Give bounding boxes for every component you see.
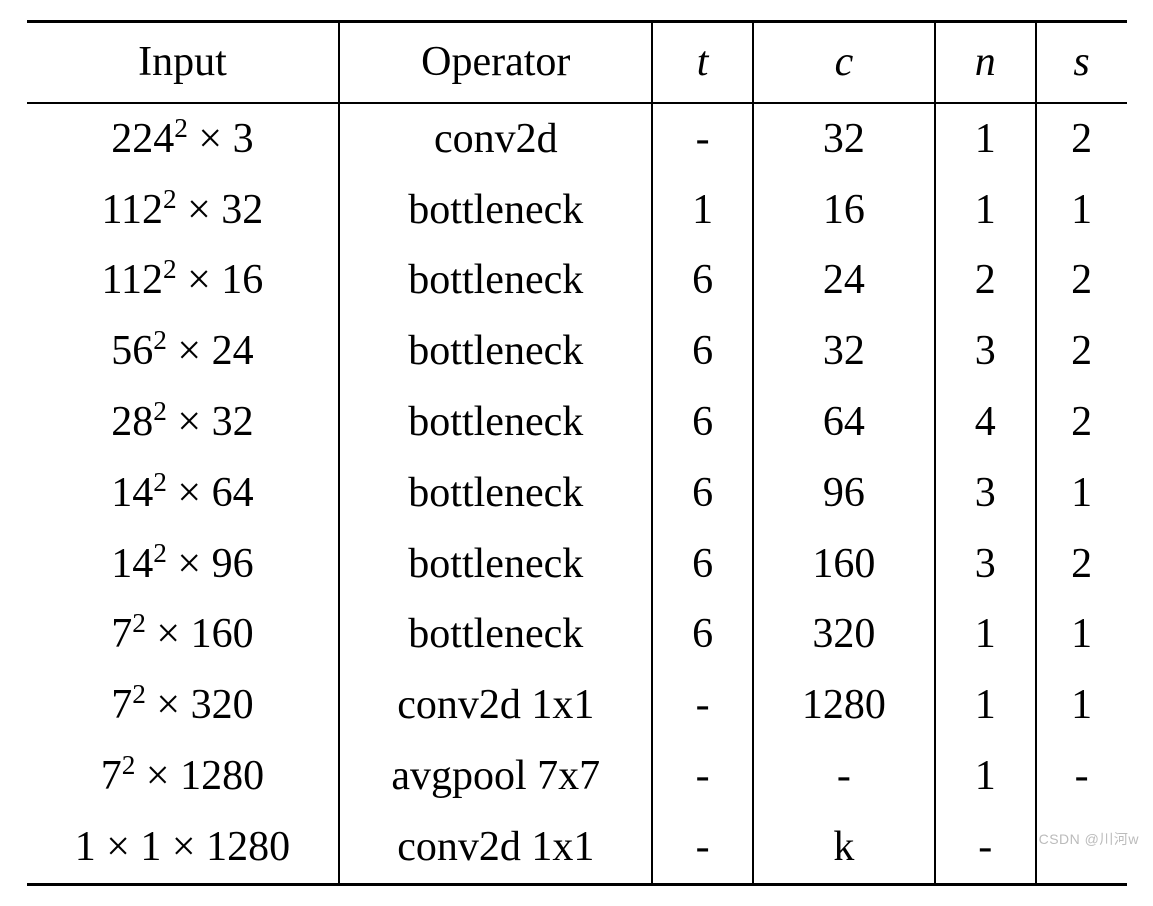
cell-t: 6 bbox=[652, 387, 753, 458]
cell-t: - bbox=[652, 741, 753, 812]
cell-n: 1 bbox=[935, 175, 1036, 246]
table-row: 1122 × 32bottleneck11611 bbox=[27, 175, 1127, 246]
cell-s: 1 bbox=[1036, 458, 1127, 529]
cell-c: 96 bbox=[753, 458, 935, 529]
table-row: 1 × 1 × 1280conv2d 1x1-k- bbox=[27, 812, 1127, 884]
cell-c: 16 bbox=[753, 175, 935, 246]
table-row: 2242 × 3conv2d-3212 bbox=[27, 103, 1127, 175]
cell-t: 6 bbox=[652, 245, 753, 316]
cell-s: 1 bbox=[1036, 670, 1127, 741]
table-body: 2242 × 3conv2d-32121122 × 32bottleneck11… bbox=[27, 103, 1127, 884]
architecture-table-container: Input Operator t c n s 2242 × 3conv2d-32… bbox=[27, 20, 1127, 886]
col-header-c: c bbox=[753, 22, 935, 103]
cell-c: k bbox=[753, 812, 935, 884]
cell-t: 6 bbox=[652, 529, 753, 600]
cell-operator: bottleneck bbox=[339, 175, 652, 246]
cell-c: 160 bbox=[753, 529, 935, 600]
cell-n: - bbox=[935, 812, 1036, 884]
col-header-s: s bbox=[1036, 22, 1127, 103]
cell-t: 6 bbox=[652, 599, 753, 670]
cell-c: 32 bbox=[753, 316, 935, 387]
cell-operator: conv2d bbox=[339, 103, 652, 175]
table-row: 142 × 96bottleneck616032 bbox=[27, 529, 1127, 600]
cell-s: 1 bbox=[1036, 599, 1127, 670]
col-header-input: Input bbox=[27, 22, 340, 103]
table-header-row: Input Operator t c n s bbox=[27, 22, 1127, 103]
cell-input: 142 × 64 bbox=[27, 458, 340, 529]
cell-s: - bbox=[1036, 741, 1127, 812]
cell-operator: bottleneck bbox=[339, 529, 652, 600]
cell-input: 1122 × 16 bbox=[27, 245, 340, 316]
cell-s: 2 bbox=[1036, 529, 1127, 600]
table-row: 1122 × 16bottleneck62422 bbox=[27, 245, 1127, 316]
cell-n: 2 bbox=[935, 245, 1036, 316]
col-header-n: n bbox=[935, 22, 1036, 103]
cell-operator: conv2d 1x1 bbox=[339, 670, 652, 741]
cell-input: 2242 × 3 bbox=[27, 103, 340, 175]
cell-input: 562 × 24 bbox=[27, 316, 340, 387]
cell-operator: bottleneck bbox=[339, 245, 652, 316]
cell-input: 72 × 160 bbox=[27, 599, 340, 670]
cell-n: 1 bbox=[935, 670, 1036, 741]
table-row: 72 × 1280avgpool 7x7--1- bbox=[27, 741, 1127, 812]
cell-n: 3 bbox=[935, 529, 1036, 600]
cell-input: 1 × 1 × 1280 bbox=[27, 812, 340, 884]
cell-n: 4 bbox=[935, 387, 1036, 458]
cell-n: 1 bbox=[935, 103, 1036, 175]
table-row: 72 × 320conv2d 1x1-128011 bbox=[27, 670, 1127, 741]
cell-input: 1122 × 32 bbox=[27, 175, 340, 246]
cell-operator: bottleneck bbox=[339, 387, 652, 458]
watermark: CSDN @川河w bbox=[1039, 829, 1139, 849]
cell-t: 6 bbox=[652, 458, 753, 529]
cell-operator: bottleneck bbox=[339, 458, 652, 529]
architecture-table: Input Operator t c n s 2242 × 3conv2d-32… bbox=[27, 20, 1127, 886]
table-row: 562 × 24bottleneck63232 bbox=[27, 316, 1127, 387]
cell-s: 2 bbox=[1036, 316, 1127, 387]
cell-t: - bbox=[652, 670, 753, 741]
cell-operator: conv2d 1x1 bbox=[339, 812, 652, 884]
cell-c: 64 bbox=[753, 387, 935, 458]
cell-input: 142 × 96 bbox=[27, 529, 340, 600]
cell-operator: bottleneck bbox=[339, 599, 652, 670]
cell-c: - bbox=[753, 741, 935, 812]
cell-n: 1 bbox=[935, 599, 1036, 670]
cell-t: 6 bbox=[652, 316, 753, 387]
cell-c: 1280 bbox=[753, 670, 935, 741]
cell-input: 282 × 32 bbox=[27, 387, 340, 458]
cell-operator: avgpool 7x7 bbox=[339, 741, 652, 812]
cell-s: 2 bbox=[1036, 245, 1127, 316]
cell-input: 72 × 1280 bbox=[27, 741, 340, 812]
cell-n: 3 bbox=[935, 316, 1036, 387]
cell-s: 1 bbox=[1036, 175, 1127, 246]
cell-c: 24 bbox=[753, 245, 935, 316]
cell-s: 2 bbox=[1036, 103, 1127, 175]
table-row: 142 × 64bottleneck69631 bbox=[27, 458, 1127, 529]
table-row: 72 × 160bottleneck632011 bbox=[27, 599, 1127, 670]
col-header-t: t bbox=[652, 22, 753, 103]
cell-t: - bbox=[652, 103, 753, 175]
cell-c: 320 bbox=[753, 599, 935, 670]
table-row: 282 × 32bottleneck66442 bbox=[27, 387, 1127, 458]
cell-n: 3 bbox=[935, 458, 1036, 529]
cell-t: 1 bbox=[652, 175, 753, 246]
cell-input: 72 × 320 bbox=[27, 670, 340, 741]
cell-t: - bbox=[652, 812, 753, 884]
cell-c: 32 bbox=[753, 103, 935, 175]
cell-n: 1 bbox=[935, 741, 1036, 812]
cell-operator: bottleneck bbox=[339, 316, 652, 387]
cell-s: 2 bbox=[1036, 387, 1127, 458]
col-header-operator: Operator bbox=[339, 22, 652, 103]
